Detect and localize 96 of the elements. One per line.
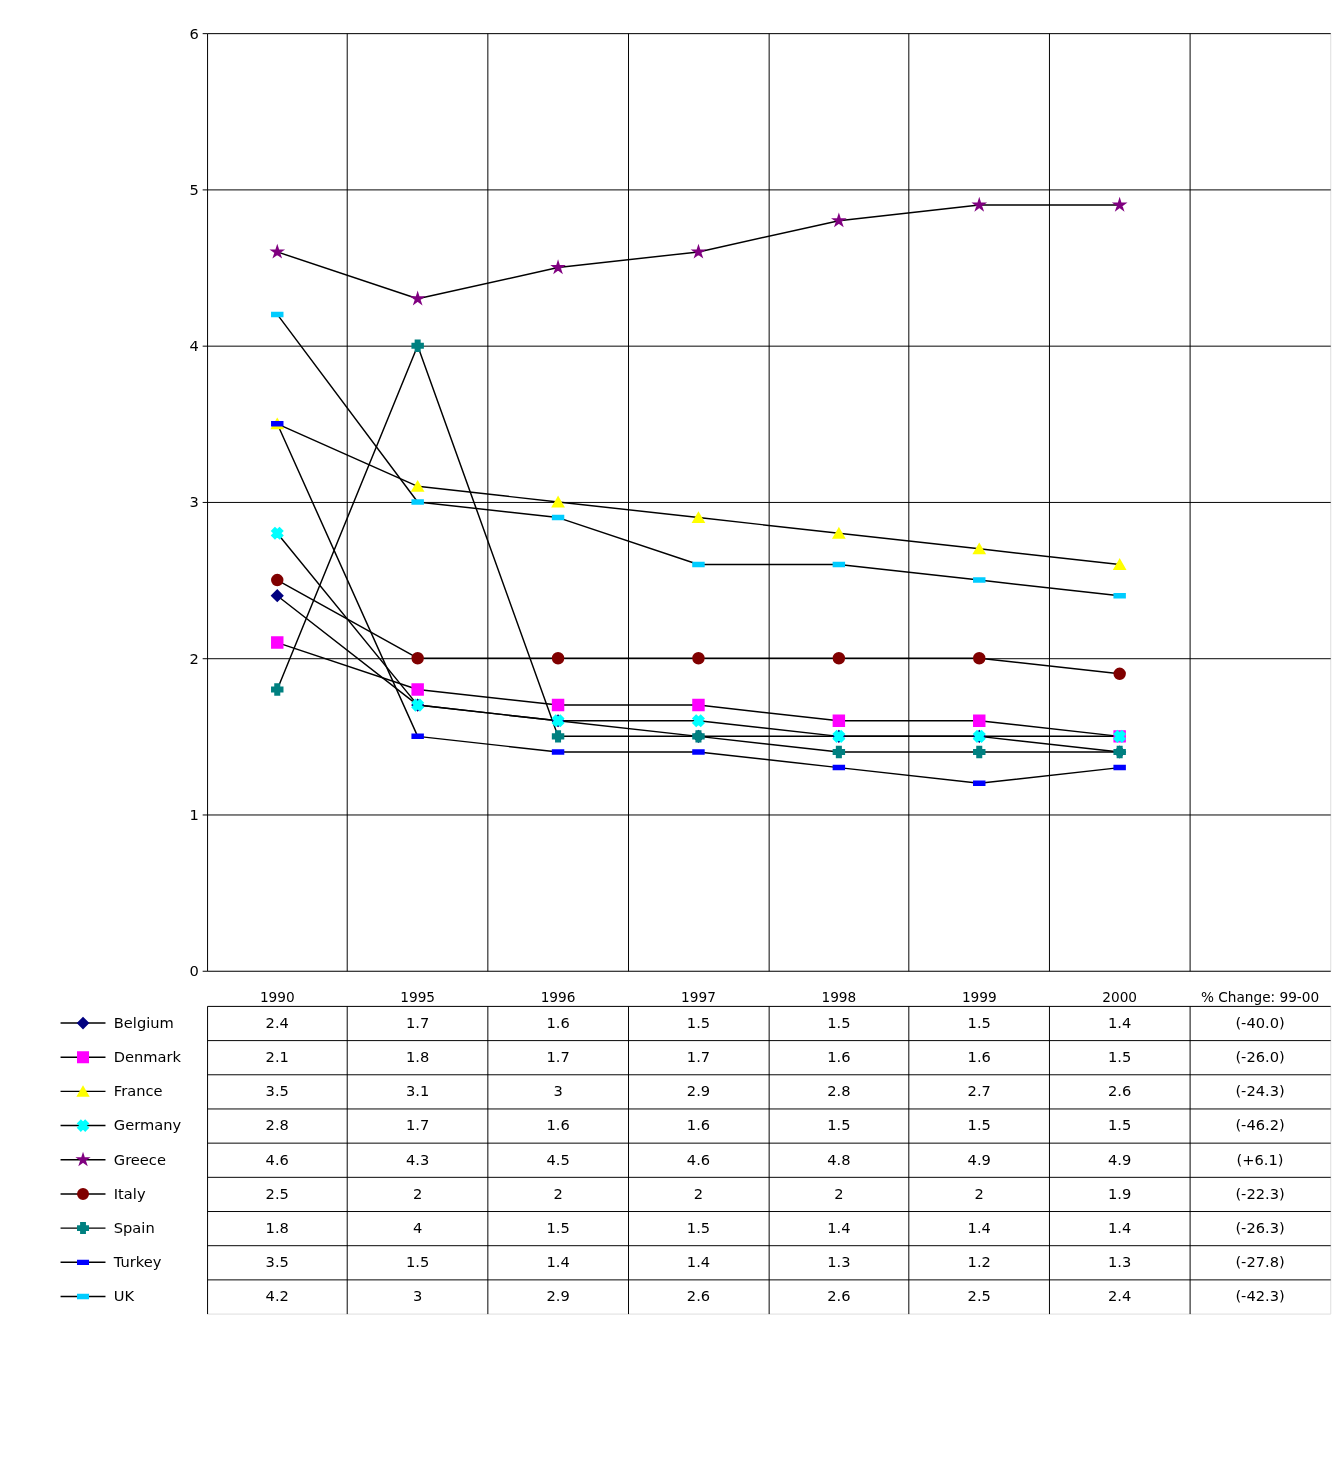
data-label: 4.6	[265, 1150, 289, 1168]
x-tick-label: 1999	[961, 988, 997, 1005]
data-label: 1.4	[1108, 1219, 1132, 1237]
data-label: 1.5	[686, 1219, 711, 1237]
data-label: 1.6	[546, 1013, 570, 1031]
data-label: 4.8	[827, 1150, 851, 1168]
data-label: 1.3	[827, 1253, 851, 1271]
data-label: 1.5	[967, 1013, 991, 1031]
data-label: 2.1	[265, 1048, 289, 1066]
legend-label: Belgium	[113, 1013, 174, 1031]
data-label: 2.4	[1108, 1287, 1132, 1305]
data-label: 1.5	[1108, 1116, 1132, 1134]
data-label: 2	[412, 1184, 423, 1202]
data-label: 2	[834, 1184, 844, 1202]
data-label: 4.3	[406, 1150, 430, 1168]
text: (-40.0)	[1235, 1013, 1285, 1031]
text: (-42.3)	[1235, 1287, 1285, 1305]
data-label: 2.7	[967, 1082, 991, 1100]
data-label: 4.6	[686, 1150, 711, 1168]
y-tick-label: 2	[189, 649, 199, 667]
x-tick-label: 1995	[400, 988, 436, 1005]
text: (-26.3)	[1235, 1219, 1285, 1237]
data-label: 3.5	[265, 1253, 289, 1271]
data-label: 1.6	[686, 1116, 711, 1134]
y-tick-label: 6	[189, 24, 199, 42]
data-label: 1.9	[1108, 1184, 1132, 1202]
data-label: 2.6	[686, 1287, 711, 1305]
legend-label: Germany	[113, 1116, 182, 1134]
data-label: 1.7	[406, 1116, 430, 1134]
y-tick-label: 0	[189, 962, 199, 980]
data-label: 1.4	[546, 1253, 570, 1271]
x-tick-label: 1996	[540, 988, 576, 1005]
data-label: 1.6	[827, 1048, 851, 1066]
data-label: 1.5	[1108, 1048, 1132, 1066]
text: (-24.3)	[1235, 1082, 1285, 1100]
legend-label: France	[113, 1082, 163, 1100]
y-tick-label: 3	[189, 493, 199, 511]
data-label: 1.7	[406, 1013, 430, 1031]
data-label: 1.5	[827, 1013, 851, 1031]
text: (-27.8)	[1235, 1253, 1285, 1271]
text: (-26.0)	[1235, 1048, 1285, 1066]
legend-label: Denmark	[113, 1048, 182, 1066]
y-tick-label: 5	[189, 180, 199, 198]
data-label: 2.5	[265, 1184, 289, 1202]
data-label: 1.5	[406, 1253, 430, 1271]
data-label: 2	[553, 1184, 563, 1202]
data-label: 2.8	[265, 1116, 289, 1134]
x-tick-label: 1998	[821, 988, 857, 1005]
data-label: 2.6	[827, 1287, 851, 1305]
data-label: 1.2	[967, 1253, 991, 1271]
data-label: 2	[693, 1184, 704, 1202]
data-label: 1.4	[827, 1219, 851, 1237]
data-label: 2.4	[265, 1013, 289, 1031]
data-label: 4.9	[967, 1150, 991, 1168]
data-label: 1.7	[686, 1048, 711, 1066]
data-label: 1.6	[967, 1048, 991, 1066]
data-label: 2.9	[546, 1287, 570, 1305]
data-label: 1.8	[406, 1048, 430, 1066]
data-label: 1.5	[686, 1013, 711, 1031]
x-tick-label: 1990	[259, 988, 295, 1005]
data-label: 4.5	[546, 1150, 570, 1168]
data-label: 2.8	[827, 1082, 851, 1100]
data-label: 4.9	[1108, 1150, 1132, 1168]
data-label: 1.4	[686, 1253, 711, 1271]
data-label: 1.7	[546, 1048, 570, 1066]
legend-label: Spain	[113, 1219, 155, 1237]
legend-label: Greece	[113, 1150, 166, 1168]
data-label: 2.9	[686, 1082, 711, 1100]
data-label: 1.4	[1108, 1013, 1132, 1031]
y-tick-label: 1	[189, 805, 199, 823]
data-label: 2.6	[1108, 1082, 1132, 1100]
text: (-22.3)	[1235, 1184, 1285, 1202]
data-label: 1.5	[546, 1219, 570, 1237]
legend-label: Turkey	[112, 1253, 162, 1271]
x-tick-label: % Change: 99-00	[1200, 988, 1320, 1005]
data-label: 3	[553, 1082, 563, 1100]
data-label: 3.1	[406, 1082, 430, 1100]
data-label: 3	[412, 1287, 423, 1305]
data-label: 1.6	[546, 1116, 570, 1134]
data-label: 1.8	[265, 1219, 289, 1237]
data-label: 4.2	[265, 1287, 289, 1305]
data-label: 4	[412, 1219, 423, 1237]
text: (+6.1)	[1236, 1150, 1284, 1168]
y-tick-label: 4	[189, 337, 199, 355]
data-label: 3.5	[265, 1082, 289, 1100]
legend-label: Italy	[113, 1184, 146, 1202]
text: (-46.2)	[1235, 1116, 1285, 1134]
data-label: 2.5	[967, 1287, 991, 1305]
data-label: 1.4	[967, 1219, 991, 1237]
data-label: 2	[974, 1184, 984, 1202]
data-label: 1.5	[827, 1116, 851, 1134]
legend-label: UK	[113, 1287, 135, 1305]
x-tick-label: 1997	[681, 988, 716, 1005]
data-label: 1.5	[967, 1116, 991, 1134]
x-tick-label: 2000	[1102, 988, 1138, 1005]
data-label: 1.3	[1108, 1253, 1132, 1271]
